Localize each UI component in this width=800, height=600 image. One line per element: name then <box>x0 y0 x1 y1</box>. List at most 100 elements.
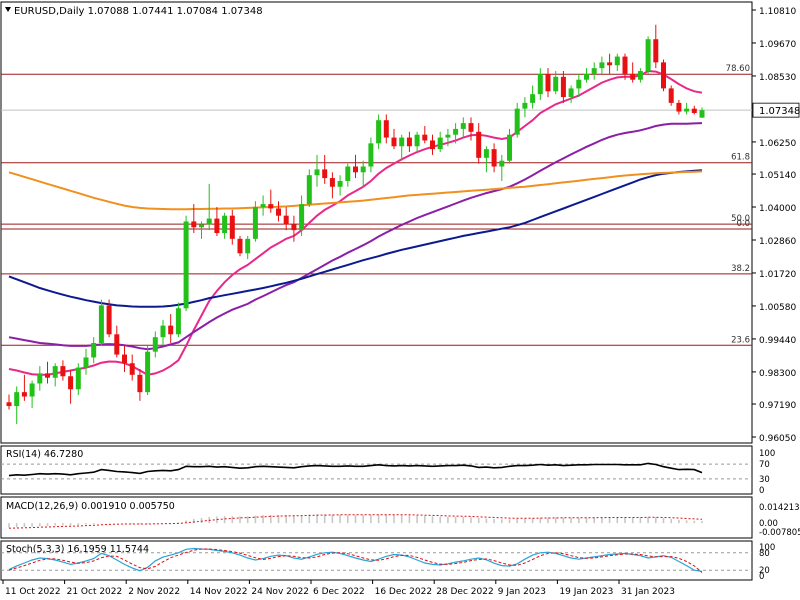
rsi-tick-label: 100 <box>759 449 775 459</box>
candle-body <box>337 180 343 187</box>
candle-body <box>414 134 420 147</box>
candle-body <box>353 166 358 173</box>
fib-level-label: 78.60 <box>726 64 750 74</box>
candle-body <box>45 373 50 378</box>
candle-body <box>522 102 528 109</box>
fib-level-label: 0.0 <box>736 219 750 229</box>
candle-body <box>60 366 66 377</box>
macd-tick-label: 0.00 <box>759 519 778 529</box>
candle-body <box>114 334 120 355</box>
candle-body <box>499 160 505 167</box>
candle-body <box>14 392 20 407</box>
candle-body <box>291 224 297 231</box>
stoch-signal-line <box>8 548 703 573</box>
chart-header: EURUSD,Daily 1.07088 1.07441 1.07084 1.0… <box>5 6 263 17</box>
candle-body <box>360 166 366 173</box>
time-tick-label: 28 Dec 2022 <box>436 587 494 597</box>
panel-frames <box>0 1 753 581</box>
time-tick-label: 31 Jan 2023 <box>621 587 675 597</box>
moving-average-line <box>8 169 703 308</box>
price-tick-label: 1.09670 <box>759 40 796 50</box>
current-price-box <box>752 102 800 118</box>
candle-body <box>607 62 613 66</box>
candle-body <box>52 366 58 378</box>
candle-body <box>445 134 451 138</box>
candle-body <box>206 218 212 225</box>
candle-body <box>21 392 27 397</box>
fib-level-label: 50.0 <box>731 214 750 224</box>
rsi-line <box>8 462 703 477</box>
time-tick-label: 14 Nov 2022 <box>190 587 248 597</box>
candle-body <box>468 123 474 132</box>
candle-body <box>637 71 643 80</box>
candle-body <box>252 207 258 239</box>
macd-title: MACD(12,26,9) 0.001910 0.005750 <box>6 501 175 512</box>
candle-body <box>622 56 628 74</box>
candle-body <box>553 76 559 92</box>
candle-body <box>676 102 682 112</box>
rsi-tick-label: 70 <box>759 460 770 470</box>
candle-body <box>630 73 636 80</box>
price-tick-label: 1.01720 <box>759 270 796 280</box>
candle-body <box>514 108 520 135</box>
time-axis: 11 Oct 2022 21 Oct 2022 2 Nov 2022 14 Nov 2… <box>2 580 675 597</box>
moving-average-line <box>8 69 703 376</box>
moving-average-line <box>8 170 703 211</box>
candle-body <box>368 143 374 167</box>
stoch-tick-label: 100 <box>759 543 775 553</box>
candle-body <box>75 367 81 390</box>
candle-body <box>460 123 466 129</box>
candle-body <box>691 108 697 113</box>
candle-body <box>299 204 305 231</box>
macd-tick-label: 0.014213 <box>759 503 800 513</box>
time-tick-label: 9 Jan 2023 <box>498 587 546 597</box>
candle-body <box>314 169 320 176</box>
candle-body <box>406 137 412 147</box>
candle-body <box>576 79 582 89</box>
fib-level-label: 23.6 <box>731 335 750 345</box>
stoch-tick-label: 80 <box>759 549 770 559</box>
candle-body <box>591 68 597 74</box>
price-axis: 1.10810 1.09670 1.08530 1.07348 1.06250 1.051… <box>1 7 800 444</box>
price-tick-label: 1.05140 <box>759 171 796 181</box>
candle-body <box>645 39 651 72</box>
candle-body <box>430 140 435 150</box>
time-tick-label: 2 Nov 2022 <box>128 587 180 597</box>
rsi-tick-label: 30 <box>759 475 770 485</box>
candle-body <box>476 131 482 158</box>
stoch-title: Stoch(5,3,3) 16.1959 11.5744 <box>6 544 149 555</box>
price-tick-label: 1.00580 <box>759 303 796 313</box>
candle-body <box>653 39 659 63</box>
candle-body <box>214 218 220 234</box>
candle-body <box>175 308 181 335</box>
candle-body <box>168 325 174 335</box>
candle-body <box>106 305 112 335</box>
candle-body <box>122 354 127 364</box>
candle-body <box>229 215 235 239</box>
candle-body <box>283 215 289 225</box>
macd-panel-frame <box>0 496 753 539</box>
dropdown-triangle-icon[interactable] <box>5 7 11 12</box>
macd-tick-label: -0.007805 <box>759 528 800 538</box>
candle-body <box>152 337 158 352</box>
candle-body <box>237 238 243 254</box>
fib-level-label: 38.2 <box>731 264 750 274</box>
candle-body <box>437 137 443 150</box>
candle-body <box>222 215 228 234</box>
time-tick-label: 16 Dec 2022 <box>375 587 433 597</box>
candle-body <box>530 94 536 103</box>
candle-body <box>199 224 204 228</box>
candle-body <box>29 383 35 397</box>
candle-body <box>507 134 512 161</box>
rsi-title: RSI(14) 46.7280 <box>6 449 83 460</box>
candle-body <box>129 363 135 375</box>
price-tick-label: 1.08530 <box>759 73 796 83</box>
candle-body <box>599 62 605 69</box>
candle-body <box>68 376 74 390</box>
price-tick-label: 1.04000 <box>759 204 796 214</box>
price-tick-label: 1.10810 <box>759 7 796 17</box>
candle-body <box>98 305 104 343</box>
candle-body <box>260 204 266 208</box>
candle-body <box>545 73 551 92</box>
